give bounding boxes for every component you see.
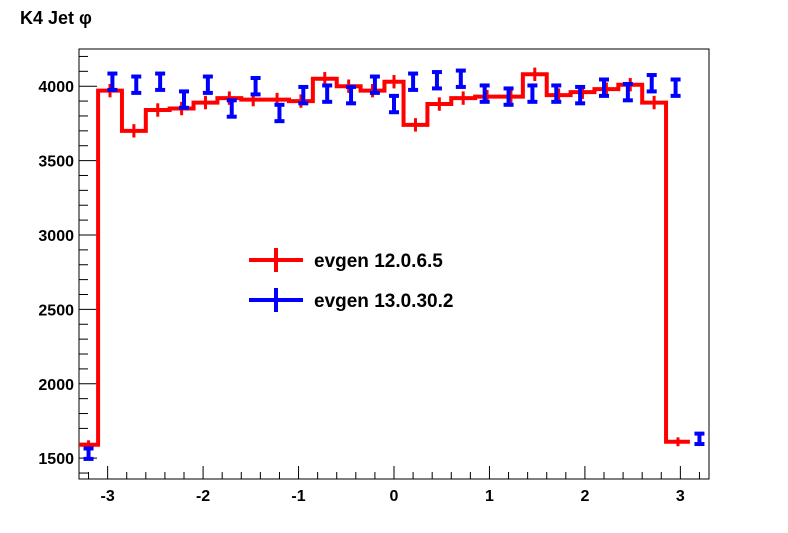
legend-label: evgen 13.0.30.2 <box>314 291 453 312</box>
y-tick-label: 4000 <box>38 79 74 96</box>
y-tick-label: 1500 <box>38 451 74 468</box>
x-tick-label: 3 <box>676 488 685 505</box>
y-axis: 1500 2000 2500 3000 3500 4000 <box>38 55 97 474</box>
y-tick-label: 3500 <box>38 154 74 171</box>
chart-title: K4 Jet φ <box>20 8 92 28</box>
series-layer <box>79 67 705 461</box>
y-tick-label: 3000 <box>38 228 74 245</box>
x-tick-label: -1 <box>291 488 305 505</box>
y-tick-label: 2500 <box>38 302 74 319</box>
y-tick-label: 2000 <box>38 377 74 394</box>
legend-label: evgen 12.0.6.5 <box>314 251 443 272</box>
x-tick-label: -3 <box>101 488 115 505</box>
legend: evgen 12.0.6.5 evgen 13.0.30.2 <box>249 248 453 312</box>
histogram-line-evgen-12 <box>79 72 690 447</box>
plot-frame <box>78 48 710 480</box>
x-tick-label: 1 <box>485 488 494 505</box>
x-axis: -3 -2 -1 0 1 2 3 <box>88 466 700 505</box>
x-tick-label: 0 <box>390 488 399 505</box>
x-tick-label: 2 <box>580 488 589 505</box>
x-tick-label: -2 <box>196 488 210 505</box>
